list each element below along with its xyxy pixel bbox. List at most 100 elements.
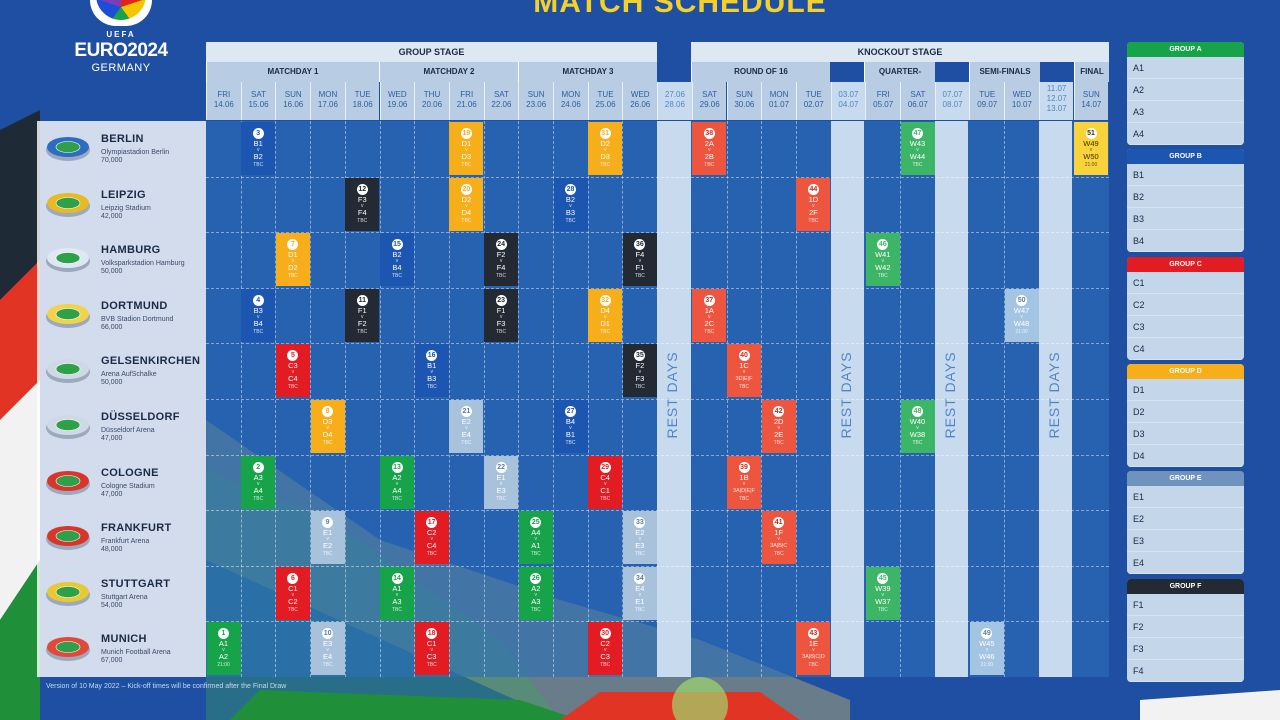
match-card[interactable]: 48 W40 v W38 TBC bbox=[900, 400, 935, 453]
date-weekday: TUE bbox=[805, 90, 822, 99]
match-card[interactable]: 24 F2 v F4 TBC bbox=[484, 233, 519, 287]
match-home-team: A2 bbox=[392, 472, 402, 482]
match-card[interactable]: 5 C3 v C4 TBC bbox=[275, 344, 310, 398]
match-card[interactable]: 33 E2 v E3 TBC bbox=[622, 511, 657, 565]
match-kickoff-time: TBC bbox=[808, 662, 819, 669]
match-card[interactable]: 51 W49 v W50 21:00 bbox=[1074, 122, 1108, 175]
date-header: SAT 22.06 bbox=[483, 82, 519, 120]
match-kickoff-time: TBC bbox=[530, 606, 541, 613]
match-number: 37 bbox=[703, 294, 715, 306]
match-card[interactable]: 17 C2 v C4 TBC bbox=[414, 511, 449, 565]
match-home-team: 1D bbox=[808, 194, 819, 204]
grid-hline bbox=[206, 399, 1109, 400]
stadium-icon bbox=[45, 189, 91, 219]
match-card[interactable]: 32 D4 v D1 TBC bbox=[588, 288, 623, 342]
match-card[interactable]: 27 B4 v B1 TBC bbox=[553, 400, 588, 453]
match-card[interactable]: 20 D2 v D4 TBC bbox=[449, 177, 484, 231]
match-home-team: A1 bbox=[392, 583, 402, 593]
match-card[interactable]: 1 A1 v A2 21:00 bbox=[206, 622, 241, 676]
date-value: 20.06 bbox=[422, 100, 443, 109]
match-card[interactable]: 45 W39 v W37 TBC bbox=[865, 566, 900, 620]
match-home-team: 1C bbox=[739, 361, 749, 371]
match-card[interactable]: 43 1E v 3A|B|C|D TBC bbox=[796, 622, 831, 676]
rest-date: 12.07 bbox=[1046, 94, 1067, 103]
match-versus: v bbox=[395, 258, 399, 265]
rest-days-label: REST DAYS bbox=[1045, 351, 1062, 439]
match-card[interactable]: 44 1D v 2F TBC bbox=[796, 177, 831, 231]
match-number: 16 bbox=[426, 350, 438, 362]
match-kickoff-time: TBC bbox=[634, 551, 645, 558]
match-card[interactable]: 14 A1 v A3 TBC bbox=[380, 566, 414, 620]
match-card[interactable]: 13 A2 v A4 TBC bbox=[380, 455, 414, 509]
match-kickoff-time: TBC bbox=[565, 217, 576, 224]
match-card[interactable]: 42 2D v 2E TBC bbox=[761, 400, 796, 453]
match-card[interactable]: 28 B2 v B3 TBC bbox=[553, 177, 588, 231]
date-weekday: SAT bbox=[910, 90, 926, 99]
group-box: GROUP F F1 F2 F3 F4 bbox=[1127, 578, 1244, 682]
match-card[interactable]: 31 D2 v D3 TBC bbox=[588, 122, 623, 175]
match-kickoff-time: TBC bbox=[392, 495, 402, 502]
match-card[interactable]: 37 1A v 2C TBC bbox=[692, 288, 727, 342]
match-versus: v bbox=[465, 202, 468, 209]
match-card[interactable]: 3 B1 v B2 TBC bbox=[241, 122, 276, 175]
match-card[interactable]: 35 F2 v F3 TBC bbox=[622, 344, 657, 398]
match-card[interactable]: 39 1B v 3A|D|E|F TBC bbox=[727, 455, 761, 509]
match-card[interactable]: 8 D3 v D4 TBC bbox=[310, 400, 345, 453]
match-kickoff-time: TBC bbox=[912, 440, 923, 446]
match-card[interactable]: 4 B3 v B4 TBC bbox=[241, 288, 276, 342]
match-card[interactable]: 10 E3 v E4 TBC bbox=[310, 622, 345, 676]
rest-date: 04.07 bbox=[838, 100, 859, 109]
match-card[interactable]: 30 C2 v C3 TBC bbox=[588, 622, 623, 676]
venue-capacity: 50,000 bbox=[101, 379, 123, 387]
grid-vline bbox=[761, 121, 763, 677]
match-versus: v bbox=[534, 591, 538, 598]
match-card[interactable]: 22 E1 v E3 TBC bbox=[484, 455, 519, 509]
venue-row: DÜSSELDORF Düsseldorf Arena 47,000 bbox=[37, 399, 206, 454]
group-team-slot: B1 bbox=[1127, 164, 1244, 187]
match-card[interactable]: 29 C4 v C1 TBC bbox=[588, 455, 623, 509]
match-card[interactable]: 21 E2 v E4 TBC bbox=[449, 400, 484, 453]
match-home-team: E3 bbox=[323, 639, 333, 649]
rest-days-column bbox=[657, 121, 691, 677]
match-card[interactable]: 25 A4 v A1 TBC bbox=[518, 511, 553, 565]
grid-vline bbox=[622, 121, 624, 677]
match-card[interactable]: 41 1F v 3A|B|C TBC bbox=[761, 511, 796, 565]
match-card[interactable]: 12 F3 v F4 TBC bbox=[345, 177, 380, 231]
match-number: 46 bbox=[877, 239, 889, 251]
match-card[interactable]: 23 F1 v F3 TBC bbox=[484, 288, 519, 342]
match-card[interactable]: 15 B2 v B4 TBC bbox=[380, 233, 414, 287]
match-kickoff-time: TBC bbox=[322, 662, 333, 669]
venue-name: COLOGNE bbox=[101, 466, 159, 479]
match-card[interactable]: 18 C1 v C3 TBC bbox=[414, 622, 449, 676]
match-card[interactable]: 7 D1 v D2 TBC bbox=[275, 233, 310, 287]
match-home-team: 1E bbox=[808, 639, 818, 649]
match-number: 3 bbox=[252, 128, 264, 139]
venue-stadium: Cologne Stadium bbox=[101, 482, 155, 490]
match-kickoff-time: TBC bbox=[253, 162, 264, 168]
match-card[interactable]: 26 A2 v A3 TBC bbox=[518, 566, 553, 620]
match-card[interactable]: 19 D1 v D3 TBC bbox=[449, 122, 484, 175]
match-card[interactable]: 40 1C v 3D|E|F TBC bbox=[727, 344, 761, 398]
date-weekday: MON bbox=[561, 90, 581, 99]
match-card[interactable]: 46 W41 v W42 TBC bbox=[865, 233, 900, 287]
match-card[interactable]: 11 F1 v F2 TBC bbox=[345, 288, 380, 342]
grid-vline bbox=[310, 121, 312, 677]
match-versus: v bbox=[603, 647, 607, 654]
match-card[interactable]: 16 B1 v B3 TBC bbox=[414, 344, 449, 398]
match-home-team: E2 bbox=[461, 417, 471, 426]
match-number: 39 bbox=[738, 461, 750, 473]
match-card[interactable]: 50 W47 v W48 21:00 bbox=[1004, 288, 1039, 342]
match-card[interactable]: 36 F4 v F1 TBC bbox=[622, 233, 657, 287]
match-card[interactable]: 2 A3 v A4 TBC bbox=[241, 455, 276, 509]
match-card[interactable]: 47 W43 v W44 TBC bbox=[900, 122, 935, 175]
match-number: 48 bbox=[912, 406, 923, 417]
match-card[interactable]: 49 W45 v W46 21:00 bbox=[969, 622, 1004, 676]
group-team-slot: F1 bbox=[1127, 593, 1244, 616]
match-home-team: C1 bbox=[426, 639, 437, 649]
match-card[interactable]: 9 E1 v E2 TBC bbox=[310, 511, 345, 565]
match-card[interactable]: 6 C1 v C2 TBC bbox=[275, 566, 310, 620]
match-card[interactable]: 38 2A v 2B TBC bbox=[692, 122, 727, 175]
match-away-team: C3 bbox=[426, 652, 437, 662]
match-versus: v bbox=[881, 258, 885, 265]
match-card[interactable]: 34 E4 v E1 TBC bbox=[622, 566, 657, 620]
